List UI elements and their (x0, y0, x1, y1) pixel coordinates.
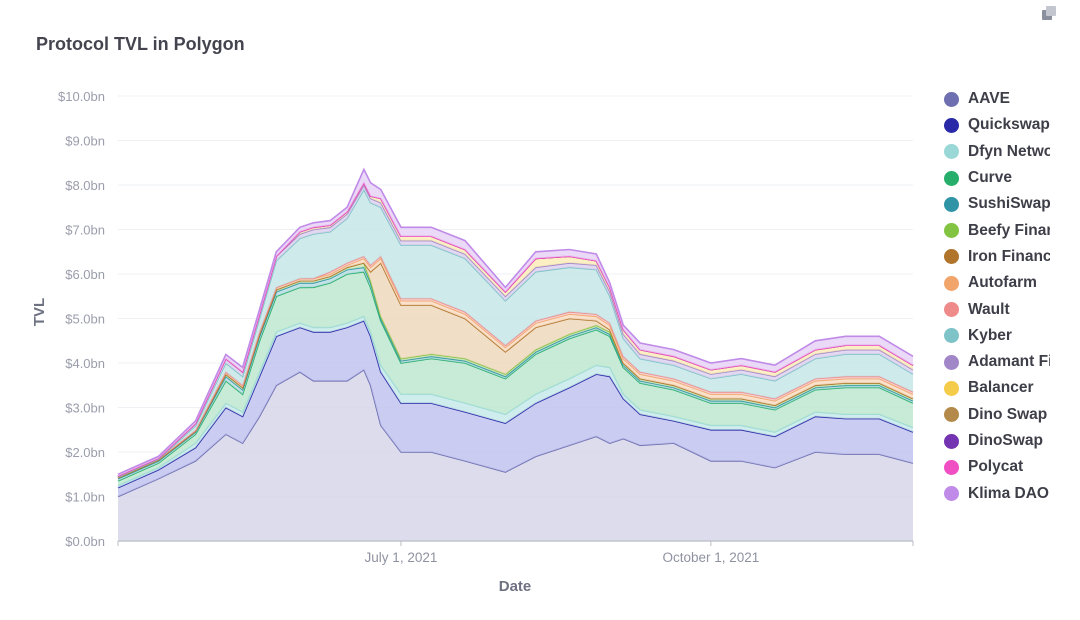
y-tick-label: $9.0bn (65, 134, 105, 149)
y-tick-label: $6.0bn (65, 267, 105, 282)
legend-swatch (944, 170, 959, 186)
legend-item[interactable]: Dino Swap (944, 402, 1050, 428)
legend-label: DinoSwap (968, 432, 1043, 449)
legend-swatch (944, 486, 959, 502)
legend-swatch (944, 459, 959, 475)
y-axis-label: TVL (31, 298, 48, 326)
legend-label: Dfyn Network (968, 142, 1050, 160)
legend-swatch (944, 328, 959, 344)
legend-label: Iron Finance (968, 247, 1050, 265)
x-tick-label: October 1, 2021 (662, 550, 759, 565)
legend-label: Dino Swap (968, 405, 1048, 423)
area-kyber (118, 189, 913, 477)
legend-item[interactable]: SushiSwap (944, 191, 1050, 217)
legend-label: AAVE (968, 90, 1010, 108)
legend-label: Kyber (968, 326, 1012, 344)
y-tick-label: $1.0bn (65, 490, 105, 505)
line-klima-dao (117, 167, 914, 476)
area-quickswap (118, 320, 913, 497)
legend-item[interactable]: DinoSwap (944, 428, 1050, 454)
legend-item[interactable]: Dfyn Network (944, 139, 1050, 165)
legend-item[interactable]: Autofarm (944, 270, 1050, 296)
legend-swatch (944, 407, 959, 423)
chart-title: Protocol TVL in Polygon (36, 34, 245, 54)
area-curve (118, 271, 913, 486)
legend-item[interactable]: Beefy Finance (944, 217, 1050, 243)
legend-label: Curve (968, 169, 1012, 187)
y-tick-label: $8.0bn (65, 178, 105, 193)
legend: AAVE Quickswap Dfyn Network Curve SushiSwap B… (944, 86, 1050, 507)
y-axis-ticks: $0.0bn $1.0bn $2.0bn $3.0bn $4.0bn $5.0bn $6.0… (58, 89, 105, 549)
legend-swatch (944, 275, 959, 291)
legend-label: Beefy Finance (968, 221, 1050, 239)
legend-item[interactable]: Polycat (944, 454, 1050, 480)
x-axis: July 1, 2021 October 1, 2021 (117, 540, 914, 565)
legend-item[interactable]: Curve (944, 165, 1050, 191)
legend-label: Balancer (968, 379, 1034, 397)
legend-label: SushiSwap (968, 195, 1050, 213)
legend-swatch (944, 249, 959, 265)
legend-swatch (944, 354, 959, 370)
copy-icon[interactable] (1042, 6, 1058, 22)
legend-label: Quickswap (968, 116, 1050, 134)
legend-item[interactable]: Kyber (944, 323, 1050, 349)
stacked-areas (117, 167, 914, 541)
legend-swatch (944, 302, 959, 318)
area-aave (118, 369, 913, 541)
x-axis-label: Date (499, 578, 532, 595)
y-tick-label: $2.0bn (65, 445, 105, 460)
legend-label: Klima DAO (968, 484, 1049, 502)
legend-item[interactable]: Klima DAO (944, 480, 1050, 506)
legend-swatch (944, 433, 959, 449)
legend-item[interactable]: Quickswap (944, 112, 1050, 138)
legend-label: Adamant Finance (968, 353, 1050, 371)
legend-swatch (944, 196, 959, 212)
legend-item[interactable]: Wault (944, 296, 1050, 322)
legend-swatch (944, 380, 959, 396)
legend-item[interactable]: Iron Finance (944, 244, 1050, 270)
legend-item[interactable]: AAVE (944, 86, 1050, 112)
legend-swatch (944, 91, 959, 107)
x-tick-label: July 1, 2021 (365, 550, 438, 565)
legend-label: Autofarm (968, 274, 1037, 292)
y-tick-label: $10.0bn (58, 89, 105, 104)
y-tick-label: $4.0bn (65, 356, 105, 371)
y-tick-label: $3.0bn (65, 401, 105, 416)
legend-swatch (944, 223, 959, 239)
legend-swatch (944, 144, 959, 160)
y-tick-label: $5.0bn (65, 312, 105, 327)
legend-item[interactable]: Adamant Finance (944, 349, 1050, 375)
legend-swatch (944, 117, 959, 133)
y-tick-label: $0.0bn (65, 534, 105, 549)
y-tick-label: $7.0bn (65, 223, 105, 238)
legend-label: Polycat (968, 458, 1024, 476)
legend-item[interactable]: Balancer (944, 375, 1050, 401)
legend-label: Wault (968, 300, 1010, 318)
